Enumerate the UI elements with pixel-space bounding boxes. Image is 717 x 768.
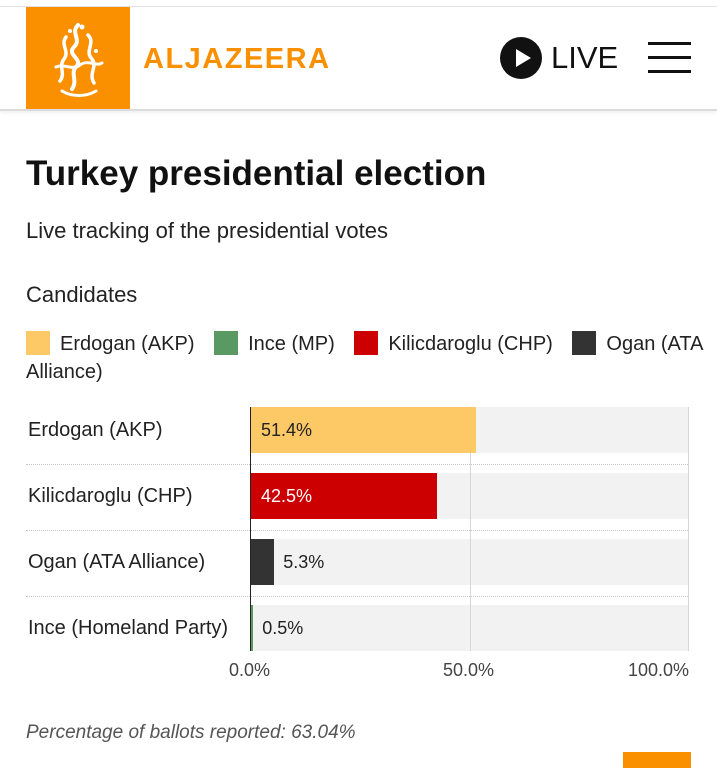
value-label: 5.3%	[283, 552, 325, 572]
category-label: Ince (Homeland Party)	[28, 617, 229, 639]
x-tick-label: 50.0%	[443, 660, 495, 680]
page-subtitle: Live tracking of the presidential votes	[26, 218, 388, 243]
legend-swatch	[572, 331, 597, 355]
row-separator	[26, 530, 688, 531]
page-title: Turkey presidential election	[26, 154, 487, 193]
category-label: Kilicdaroglu (CHP)	[28, 485, 193, 507]
vote-share-bar-chart: Erdogan (AKP) 51.4% Kilicdaroglu (CHP) 42.5…	[0, 400, 717, 700]
gridline	[470, 407, 471, 651]
aljazeera-logo[interactable]	[26, 7, 130, 109]
play-icon	[500, 37, 542, 79]
bar	[251, 605, 254, 651]
value-label: 42.5%	[261, 486, 313, 506]
value-label: 0.5%	[262, 618, 304, 638]
chart-legend: Erdogan (AKP) Ince (MP) Kilicdaroglu (CH…	[26, 330, 706, 386]
x-tick-label: 100.0%	[627, 660, 689, 680]
orange-tab	[623, 752, 691, 768]
live-button[interactable]: LIVE	[500, 37, 618, 79]
legend-label: Kilicdaroglu (CHP)	[388, 333, 553, 355]
x-tick-label: 0.0%	[229, 660, 271, 680]
value-label: 51.4%	[261, 420, 313, 440]
legend-item: Ogan (ATA Alliance)	[26, 331, 703, 383]
legend-label: Ince (MP)	[248, 333, 335, 355]
legend-item: Erdogan (AKP)	[26, 331, 195, 355]
legend-swatch	[354, 331, 379, 355]
candidates-heading: Candidates	[26, 282, 138, 307]
live-label: LIVE	[551, 40, 619, 75]
legend-item: Kilicdaroglu (CHP)	[354, 331, 553, 355]
bar	[251, 539, 275, 585]
category-label: Ogan (ATA Alliance)	[28, 551, 206, 573]
aljazeera-logo-icon	[54, 23, 104, 97]
bar	[251, 473, 438, 519]
hamburger-menu-icon[interactable]	[648, 42, 691, 74]
brand-name[interactable]: ALJAZEERA	[143, 43, 331, 75]
x-axis-baseline	[250, 407, 251, 651]
legend-label: Ogan (ATA Alliance)	[26, 333, 703, 383]
ballots-reported-note: Percentage of ballots reported: 63.04%	[26, 722, 356, 743]
legend-item: Ince (MP)	[214, 331, 335, 355]
top-divider	[0, 6, 717, 7]
legend-swatch	[214, 331, 239, 355]
legend-swatch	[26, 331, 50, 355]
category-label: Erdogan (AKP)	[28, 419, 163, 441]
gridline	[688, 407, 689, 651]
site-header: ALJAZEERA LIVE	[0, 7, 717, 111]
bar	[251, 407, 477, 453]
legend-label: Erdogan (AKP)	[60, 333, 195, 355]
row-separator	[26, 464, 688, 465]
row-separator	[26, 596, 688, 597]
